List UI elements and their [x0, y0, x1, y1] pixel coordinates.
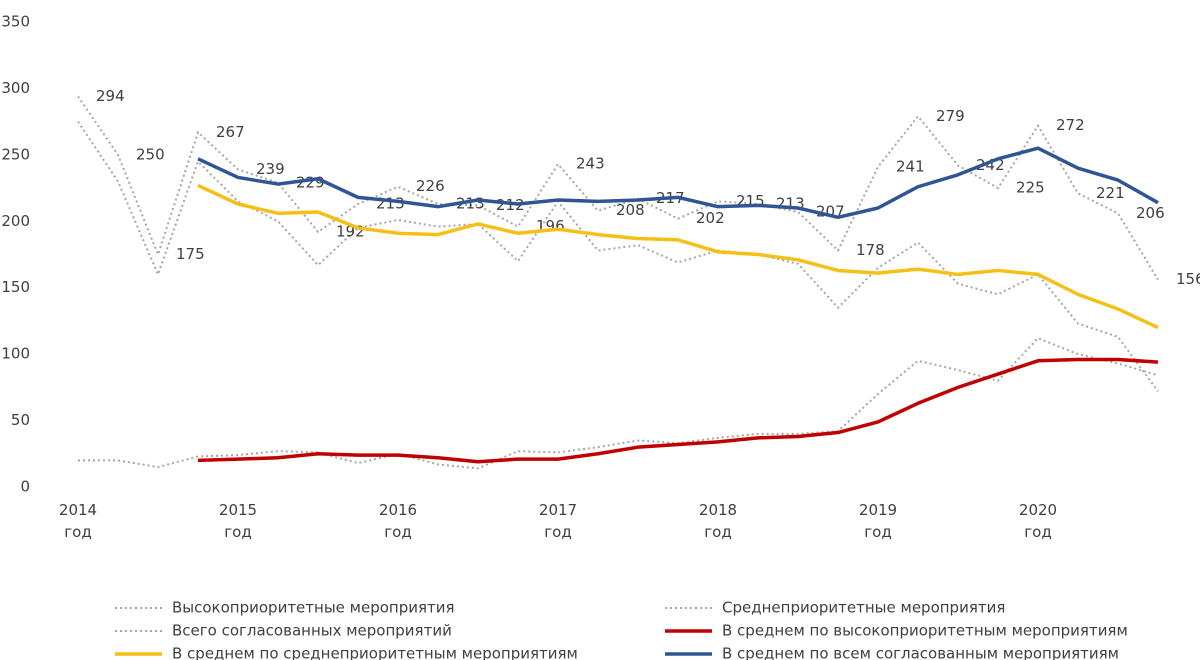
y-tick-label: 150 [1, 278, 30, 296]
data-label: 267 [216, 123, 245, 141]
data-label: 226 [416, 177, 445, 195]
legend-label: В среднем по всем согласованным мероприя… [722, 645, 1119, 660]
data-label: 202 [696, 209, 725, 227]
data-label: 250 [136, 145, 165, 163]
y-tick-label: 250 [1, 145, 30, 163]
data-label: 221 [1096, 184, 1125, 202]
y-tick-label: 0 [20, 478, 30, 496]
x-tick-label: 2016 год [378, 501, 418, 541]
x-tick-label: 2017 год [538, 501, 578, 541]
x-tick-label: 2015 год [218, 501, 258, 541]
data-label: 241 [896, 157, 925, 175]
series-line [197, 183, 1159, 330]
data-label: 213 [376, 195, 405, 213]
y-tick-label: 100 [1, 345, 30, 363]
legend-label: В среднем по среднеприоритетным мероприя… [172, 645, 578, 660]
data-label: 178 [856, 241, 885, 259]
y-tick-label: 350 [1, 13, 30, 31]
data-label: 208 [616, 201, 645, 219]
x-tick-label: 2014 год [58, 501, 98, 541]
data-label: 225 [1016, 179, 1045, 197]
series-line [77, 121, 1159, 392]
x-tick-label: 2018 год [698, 501, 738, 541]
y-tick-label: 300 [1, 79, 30, 97]
legend-label: В среднем по высокоприоритетным мероприя… [722, 622, 1128, 640]
data-label: 294 [96, 87, 125, 105]
y-tick-label: 200 [1, 212, 30, 230]
data-label: 175 [176, 245, 205, 263]
x-tick-label: 2020 год [1018, 501, 1058, 541]
y-tick-label: 50 [11, 411, 30, 429]
data-label: 272 [1056, 116, 1085, 134]
data-label: 239 [256, 160, 285, 178]
series-line [78, 337, 1159, 470]
data-label: 243 [576, 155, 605, 173]
series-line [197, 357, 1159, 464]
data-label: 279 [936, 107, 965, 125]
legend-label: Всего согласованных мероприятий [172, 622, 452, 640]
legend-label: Среднеприоритетные мероприятия [722, 599, 1005, 617]
series-line [197, 146, 1159, 220]
data-label: 206 [1136, 204, 1165, 222]
data-label: 156 [1176, 270, 1200, 288]
legend-label: Высокоприоритетные мероприятия [172, 599, 455, 617]
x-tick-label: 2019 год [858, 501, 898, 541]
